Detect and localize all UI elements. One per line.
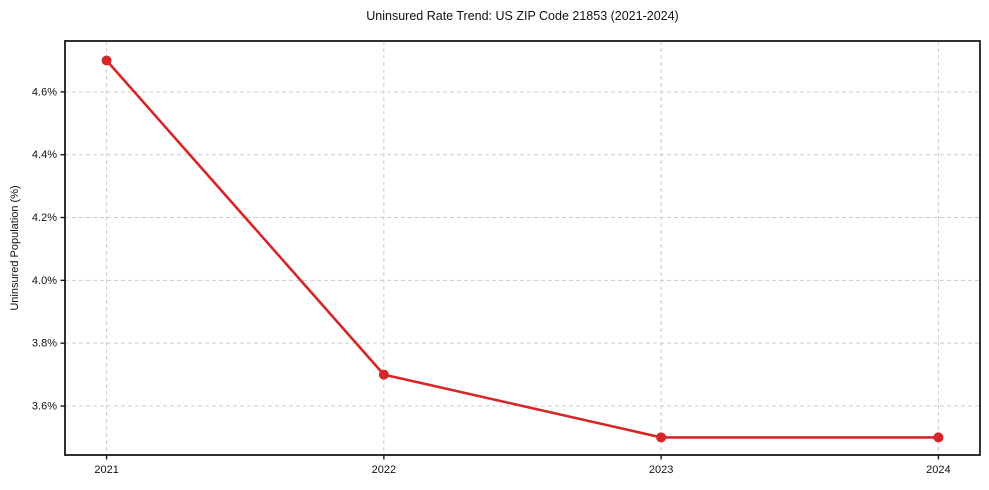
y-tick-label: 3.8% (32, 338, 57, 350)
trend-line (105, 59, 940, 439)
x-tick-label: 2022 (372, 464, 396, 476)
chart-title: Uninsured Rate Trend: US ZIP Code 21853 … (366, 9, 679, 23)
plot-border (64, 40, 981, 456)
data-point-marker (656, 432, 667, 443)
data-point-marker (933, 432, 944, 443)
y-tick-label: 4.4% (32, 149, 57, 161)
x-tick-label: 2021 (94, 464, 118, 476)
y-tick-label: 3.6% (32, 400, 57, 412)
y-tick-label: 4.2% (32, 212, 57, 224)
data-point-marker (378, 369, 389, 380)
data-point-marker (101, 55, 112, 66)
x-tick-label: 2024 (926, 464, 950, 476)
y-tick-label: 4.0% (32, 275, 57, 287)
y-tick-label: 4.6% (32, 86, 57, 98)
x-tick-label: 2023 (649, 464, 673, 476)
